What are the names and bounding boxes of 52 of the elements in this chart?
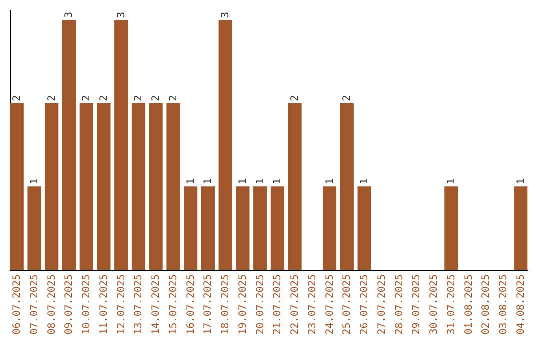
x-tick-label: 14.07.2025 — [151, 274, 162, 335]
x-tick-label: 12.07.2025 — [116, 274, 128, 335]
x-tick-label: 10.07.2025 — [82, 274, 93, 335]
x-tick-label: 30.07.2025 — [429, 274, 440, 335]
data-label: 3 — [220, 12, 232, 18]
data-label: 1 — [29, 178, 40, 185]
x-tick-label: 11.07.2025 — [98, 274, 110, 335]
data-label: 1 — [324, 178, 336, 185]
data-label: 2 — [12, 95, 24, 102]
x-tick-label: 02.08.2025 — [481, 274, 492, 335]
data-label: 1 — [186, 178, 197, 185]
x-tick-label: 09.07.2025 — [64, 274, 76, 335]
x-tick-label: 31.07.2025 — [446, 274, 458, 335]
x-tick-label: 22.07.2025 — [290, 274, 302, 335]
data-label: 2 — [342, 95, 354, 102]
data-label: 1 — [238, 178, 249, 185]
data-label: 1 — [360, 178, 371, 185]
x-tick-label: 06.07.2025 — [12, 274, 24, 335]
x-tick-label: 16.07.2025 — [186, 274, 197, 335]
x-tick-label: 29.07.2025 — [412, 274, 423, 335]
data-label: 2 — [82, 95, 93, 102]
x-tick-label: 26.07.2025 — [360, 274, 371, 335]
x-tick-label: 24.07.2025 — [324, 274, 336, 335]
x-tick-label: 15.07.2025 — [168, 274, 180, 335]
data-label: 2 — [98, 95, 110, 102]
x-tick-label: 07.07.2025 — [29, 274, 40, 335]
x-tick-label: 23.07.2025 — [307, 274, 318, 335]
data-label: 2 — [151, 95, 162, 102]
data-label: 1 — [272, 178, 284, 185]
data-label: 1 — [255, 178, 266, 185]
x-tick-label: 13.07.2025 — [134, 274, 145, 335]
x-tick-label: 28.07.2025 — [394, 274, 406, 335]
data-label: 2 — [134, 95, 145, 102]
x-tick-label: 19.07.2025 — [238, 274, 249, 335]
x-tick-label: 04.08.2025 — [516, 274, 527, 335]
data-label: 1 — [203, 178, 214, 185]
x-tick-label: 18.07.2025 — [220, 274, 232, 335]
data-label: 1 — [446, 178, 458, 185]
data-label: 3 — [64, 12, 76, 18]
data-label: 1 — [516, 178, 527, 185]
x-tick-label: 21.07.2025 — [272, 274, 284, 335]
data-label: 2 — [46, 95, 58, 102]
data-label: 2 — [168, 95, 180, 102]
x-tick-label: 17.07.2025 — [203, 274, 214, 335]
x-tick-label: 03.08.2025 — [498, 274, 510, 335]
x-tick-label: 08.07.2025 — [46, 274, 58, 335]
data-label: 2 — [290, 95, 302, 102]
data-label: 3 — [116, 12, 128, 18]
x-tick-label: 27.07.2025 — [376, 274, 388, 335]
x-tick-label: 01.08.2025 — [464, 274, 475, 335]
x-tick-label: 20.07.2025 — [255, 274, 266, 335]
x-tick-label: 25.07.2025 — [342, 274, 354, 335]
